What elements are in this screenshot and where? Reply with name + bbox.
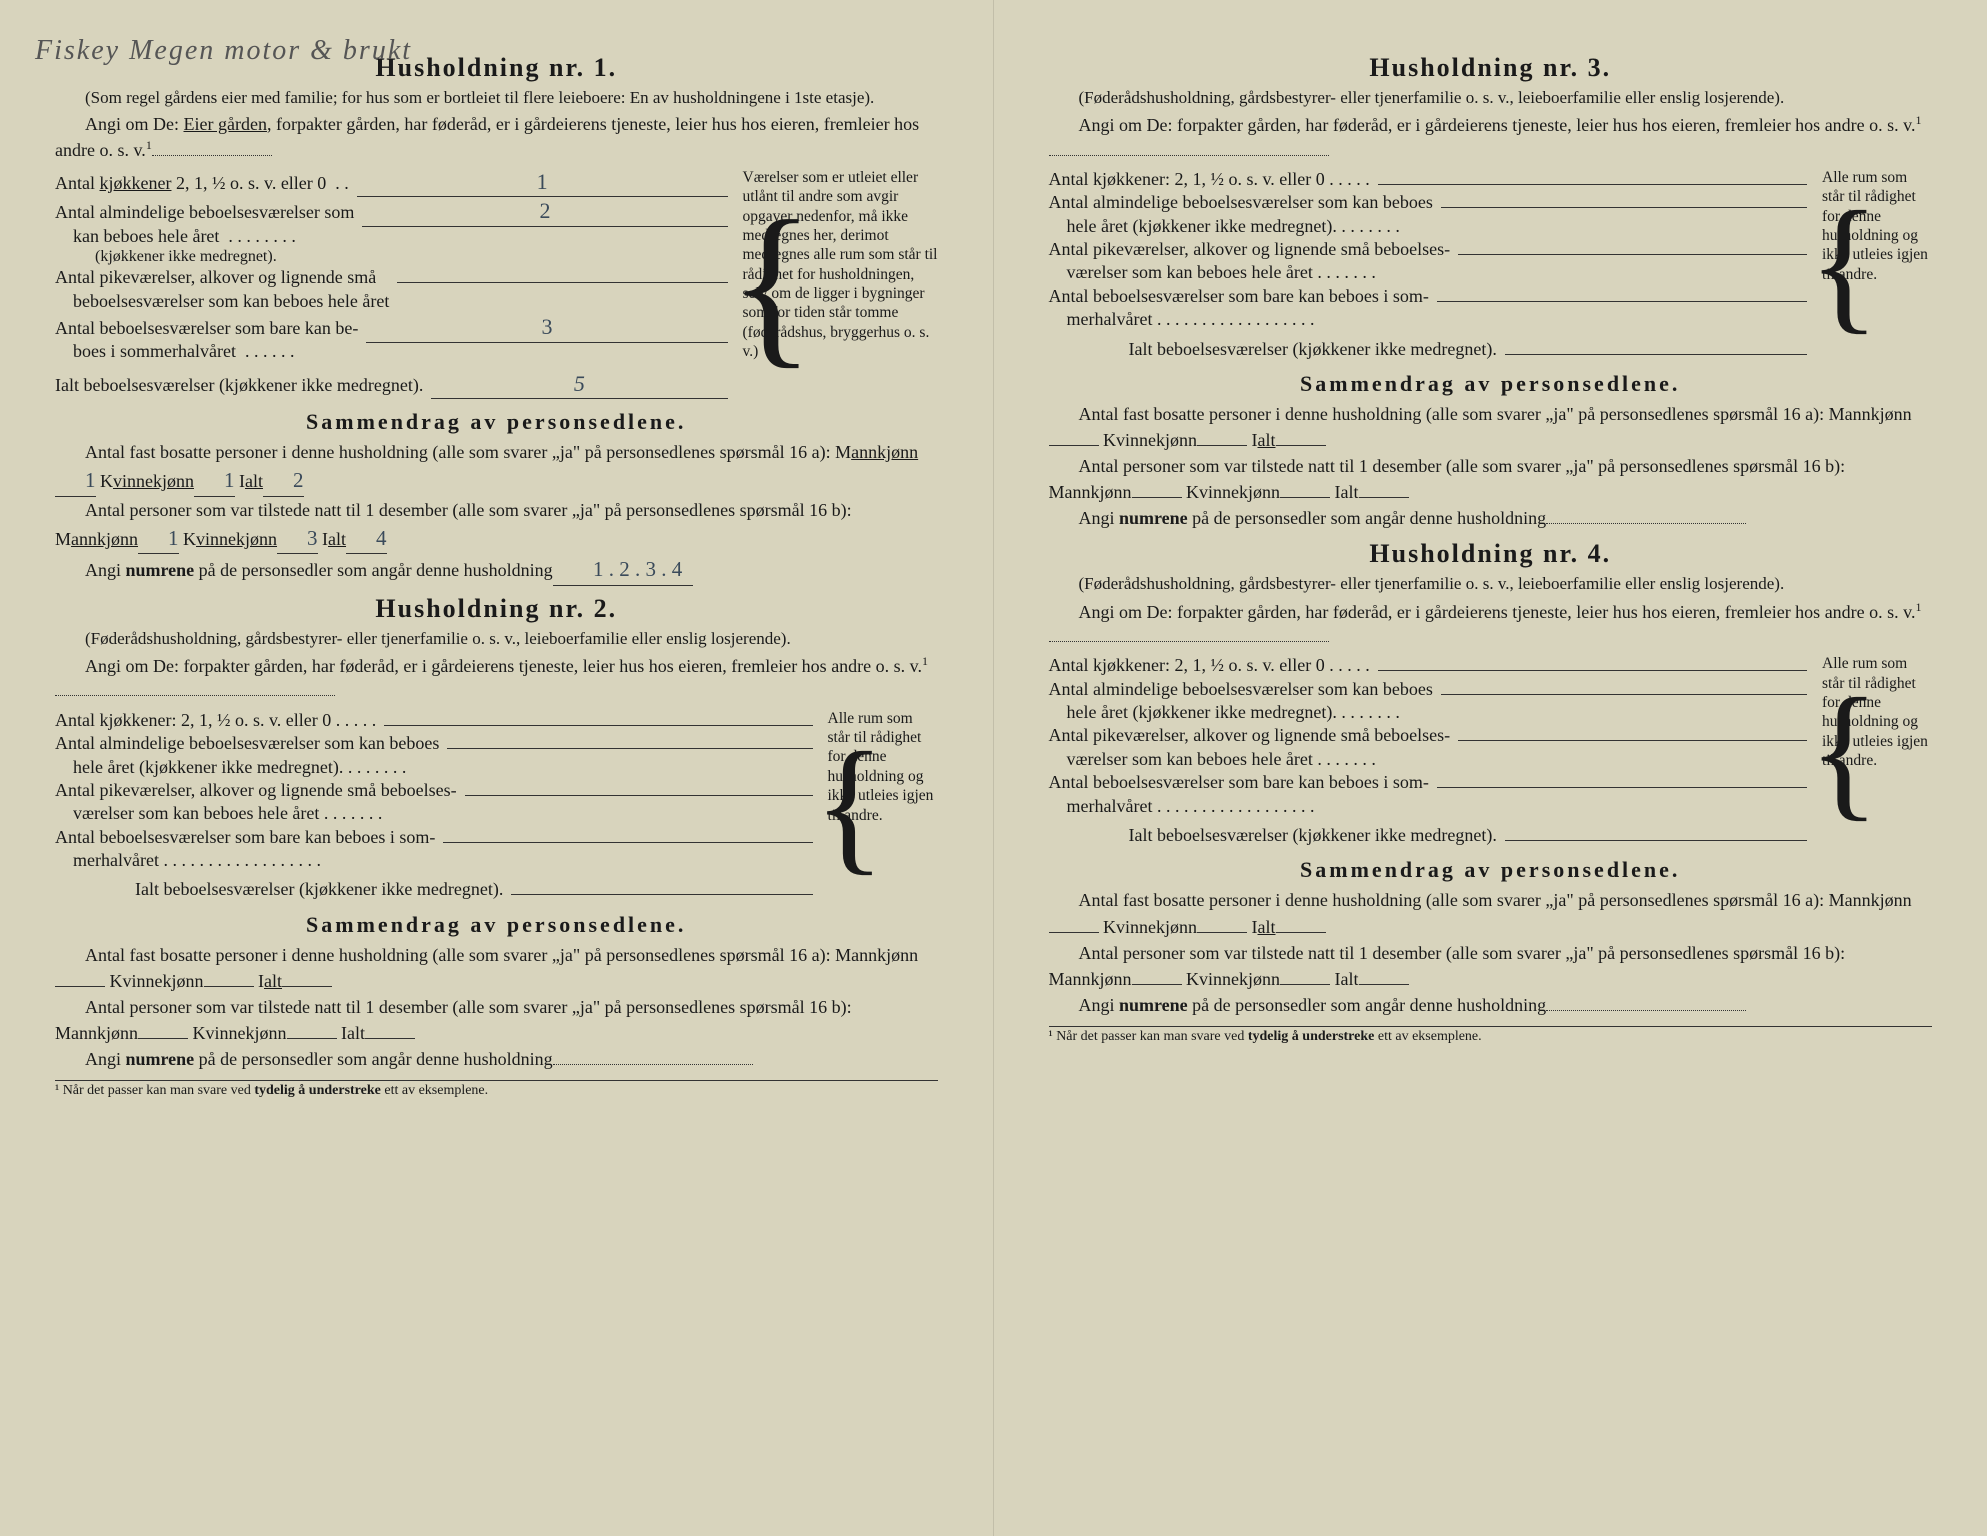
h4-desc: (Føderådshusholdning, gårdsbestyrer- ell…	[1049, 573, 1933, 594]
h1-rows: Antal kjøkkener 2, 1, ½ o. s. v. eller 0…	[55, 168, 938, 400]
h1-kjokken-val: 1	[357, 168, 728, 198]
footnote-right: ¹ Når det passer kan man svare ved tydel…	[1049, 1026, 1933, 1045]
h1-desc: (Som regel gårdens eier med familie; for…	[55, 87, 938, 108]
h2-desc: (Føderådshusholdning, gårdsbestyrer- ell…	[55, 628, 938, 649]
h1-alm-val: 2	[362, 197, 727, 227]
h4-fast: Antal fast bosatte personer i denne hush…	[1049, 887, 1933, 939]
h1-sommer-val: 3	[366, 313, 727, 343]
h1-numrene: Angi numrene på de personsedler som angå…	[55, 554, 938, 585]
h1-pike-val	[397, 282, 727, 283]
right-page: Husholdning nr. 3. (Føderådshusholdning,…	[994, 0, 1987, 1536]
h1-summary-title: Sammendrag av personsedlene.	[55, 409, 938, 435]
h4-numrene: Angi numrene på de personsedler som angå…	[1049, 992, 1933, 1018]
h1-angi: Angi om De: Eier gården, forpakter gårde…	[55, 112, 938, 162]
h3-desc: (Føderådshusholdning, gårdsbestyrer- ell…	[1049, 87, 1933, 108]
h2-fast: Antal fast bosatte personer i denne hush…	[55, 942, 938, 994]
h3-title: Husholdning nr. 3.	[1049, 53, 1933, 83]
handwriting-annotation: Fiskey Megen motor & brukt	[35, 35, 412, 67]
h3-angi: Angi om De: forpakter gården, har føderå…	[1049, 112, 1933, 162]
h3-side-note: { Alle rum som står til rådighet for den…	[1822, 168, 1932, 361]
h4-rows: Antal kjøkkener: 2, 1, ½ o. s. v. eller …	[1049, 654, 1933, 847]
h4-angi: Angi om De: forpakter gården, har føderå…	[1049, 599, 1933, 649]
h1-fast: Antal fast bosatte personer i denne hush…	[55, 439, 938, 497]
h2-summary-title: Sammendrag av personsedlene.	[55, 912, 938, 938]
h4-title: Husholdning nr. 4.	[1049, 539, 1933, 569]
h2-title: Husholdning nr. 2.	[55, 594, 938, 624]
h2-numrene: Angi numrene på de personsedler som angå…	[55, 1046, 938, 1072]
h4-tilstede: Antal personer som var tilstede natt til…	[1049, 940, 1933, 992]
h3-rows: Antal kjøkkener: 2, 1, ½ o. s. v. eller …	[1049, 168, 1933, 361]
h2-side-note: { Alle rum som står til rådighet for den…	[828, 709, 938, 902]
footnote-left: ¹ Når det passer kan man svare ved tydel…	[55, 1080, 938, 1099]
h3-fast: Antal fast bosatte personer i denne hush…	[1049, 401, 1933, 453]
left-page: Fiskey Megen motor & brukt Husholdning n…	[0, 0, 994, 1536]
h1-side-note: { Værelser som er utleiet eller utlånt t…	[743, 168, 938, 400]
h1-alm-sub: (kjøkkener ikke medregnet).	[95, 248, 728, 266]
h3-tilstede: Antal personer som var tilstede natt til…	[1049, 453, 1933, 505]
h3-summary-title: Sammendrag av personsedlene.	[1049, 371, 1933, 397]
h1-ialt-val: 5	[431, 370, 727, 400]
h4-side-note: { Alle rum som står til rådighet for den…	[1822, 654, 1932, 847]
h2-rows: Antal kjøkkener: 2, 1, ½ o. s. v. eller …	[55, 709, 938, 902]
h1-tilstede: Antal personer som var tilstede natt til…	[55, 497, 938, 555]
h2-angi: Angi om De: forpakter gården, har føderå…	[55, 653, 938, 703]
h2-tilstede: Antal personer som var tilstede natt til…	[55, 994, 938, 1046]
h4-summary-title: Sammendrag av personsedlene.	[1049, 857, 1933, 883]
h3-numrene: Angi numrene på de personsedler som angå…	[1049, 505, 1933, 531]
